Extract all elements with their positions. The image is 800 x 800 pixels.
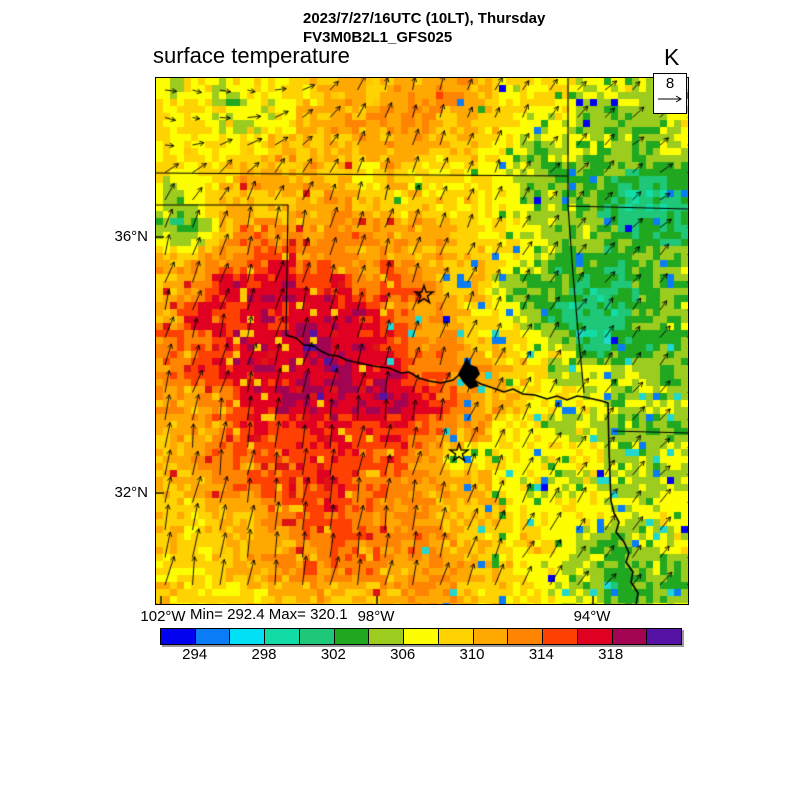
valid-time-label: 2023/7/27/16UTC (10LT), Thursday xyxy=(303,10,546,27)
colorbar-tick-label: 302 xyxy=(320,646,346,663)
colorbar-segment xyxy=(404,629,439,644)
minmax-stats: Min= 292.4 Max= 320.1 xyxy=(190,606,348,623)
colorbar-segment xyxy=(265,629,300,644)
colorbar-tick-label: 314 xyxy=(528,646,554,663)
unit-label: K xyxy=(664,44,680,70)
lon-tick-label: 102°W xyxy=(140,608,186,625)
wind-reference-box: 8 xyxy=(653,73,687,114)
colorbar-segment xyxy=(369,629,405,644)
colorbar-tick-label: 294 xyxy=(182,646,208,663)
colorbar-tick-label: 310 xyxy=(459,646,485,663)
temperature-wind-map xyxy=(156,78,688,604)
colorbar-segment xyxy=(577,629,613,644)
colorbar xyxy=(160,628,682,645)
colorbar-segment xyxy=(473,629,509,644)
colorbar-segment xyxy=(230,629,266,644)
plot-title: surface temperature xyxy=(153,43,350,68)
colorbar-segment xyxy=(438,629,474,644)
colorbar-tick-label: 318 xyxy=(598,646,624,663)
model-id-label: FV3M0B2L1_GFS025 xyxy=(303,29,453,46)
map-frame xyxy=(155,77,689,605)
colorbar-segment xyxy=(647,629,682,644)
colorbar-segment xyxy=(543,629,578,644)
lat-tick-label: 36°N xyxy=(114,228,148,245)
wind-reference-value: 8 xyxy=(665,75,675,92)
colorbar-segment xyxy=(508,629,544,644)
colorbar-segment xyxy=(612,629,648,644)
wind-reference-arrow-icon xyxy=(658,95,682,103)
colorbar-tick-label: 306 xyxy=(390,646,416,663)
lon-tick-label: 98°W xyxy=(357,608,395,625)
colorbar-segment xyxy=(334,629,370,644)
lat-tick-label: 32°N xyxy=(114,484,148,501)
colorbar-tick-label: 298 xyxy=(251,646,277,663)
colorbar-segment xyxy=(195,629,231,644)
lon-tick-label: 94°W xyxy=(573,608,611,625)
colorbar-segment xyxy=(299,629,335,644)
colorbar-segment xyxy=(161,629,196,644)
